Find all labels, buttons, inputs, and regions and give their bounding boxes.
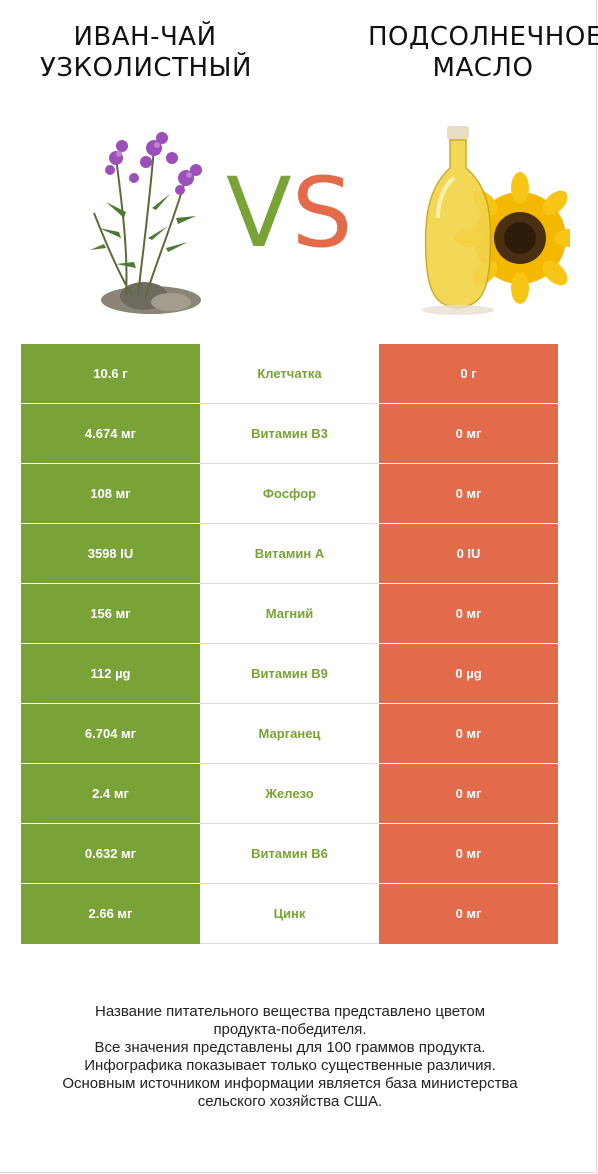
right-value: 0 мг bbox=[379, 403, 558, 464]
table-row: 2.66 мг Цинк 0 мг bbox=[21, 883, 558, 944]
right-value: 0 мг bbox=[379, 583, 558, 644]
left-value: 2.66 мг bbox=[21, 883, 200, 944]
nutrient-name: Клетчатка bbox=[200, 344, 379, 404]
right-value: 0 мг bbox=[379, 823, 558, 884]
vs-letter-s: S bbox=[291, 157, 353, 269]
right-value: 0 мг bbox=[379, 703, 558, 764]
table-row: 112 µg Витамин B9 0 µg bbox=[21, 643, 558, 704]
left-value: 0.632 мг bbox=[21, 823, 200, 884]
right-product-title: Подсолнечное масло bbox=[368, 22, 598, 84]
nutrient-name: Витамин A bbox=[200, 523, 379, 584]
right-title-line-2: масло bbox=[432, 53, 534, 83]
footnote: Название питательного вещества представл… bbox=[20, 1003, 560, 1111]
nutrient-name: Марганец bbox=[200, 703, 379, 764]
sunflower-oil-bottle-icon bbox=[422, 126, 570, 315]
nutrient-name: Железо bbox=[200, 763, 379, 824]
left-value: 3598 IU bbox=[21, 523, 200, 584]
left-value: 156 мг bbox=[21, 583, 200, 644]
right-title-line-1: Подсолнечное bbox=[368, 22, 598, 52]
left-title-line-1: Иван-чай bbox=[73, 22, 217, 52]
table-row: 0.632 мг Витамин B6 0 мг bbox=[21, 823, 558, 884]
nutrient-name: Фосфор bbox=[200, 463, 379, 524]
left-value: 10.6 г bbox=[21, 344, 200, 404]
left-value: 4.674 мг bbox=[21, 403, 200, 464]
right-value: 0 мг bbox=[379, 883, 558, 944]
right-value: 0 IU bbox=[379, 523, 558, 584]
nutrient-name: Магний bbox=[200, 583, 379, 644]
footnote-line: Название питательного вещества представл… bbox=[94, 1003, 486, 1020]
left-value: 6.704 мг bbox=[21, 703, 200, 764]
table-row: 108 мг Фосфор 0 мг bbox=[21, 463, 558, 524]
fireweed-plant-icon bbox=[90, 132, 202, 314]
left-title-line-2: узколистный bbox=[40, 53, 252, 83]
table-row: 4.674 мг Витамин B3 0 мг bbox=[21, 403, 558, 464]
table-row: 10.6 г Клетчатка 0 г bbox=[21, 344, 558, 404]
footnote-line: Основным источником информации является … bbox=[62, 1075, 518, 1092]
nutrient-name: Витамин B6 bbox=[200, 823, 379, 884]
nutrient-comparison-table: 10.6 г Клетчатка 0 г 4.674 мг Витамин B3… bbox=[21, 344, 558, 944]
left-value: 2.4 мг bbox=[21, 763, 200, 824]
right-value: 0 мг bbox=[379, 463, 558, 524]
left-product-title: Иван-чай узколистный bbox=[40, 22, 252, 84]
table-row: 6.704 мг Марганец 0 мг bbox=[21, 703, 558, 764]
nutrient-name: Цинк bbox=[200, 883, 379, 944]
versus-label: VS bbox=[226, 163, 353, 263]
footnote-line: продукта-победителя. bbox=[213, 1021, 367, 1038]
table-row: 156 мг Магний 0 мг bbox=[21, 583, 558, 644]
right-value: 0 мг bbox=[379, 763, 558, 824]
table-row: 3598 IU Витамин A 0 IU bbox=[21, 523, 558, 584]
right-value: 0 µg bbox=[379, 643, 558, 704]
right-value: 0 г bbox=[379, 344, 558, 404]
footnote-line: Все значения представлены для 100 граммо… bbox=[94, 1039, 486, 1056]
vs-letter-v: V bbox=[226, 157, 292, 269]
left-value: 112 µg bbox=[21, 643, 200, 704]
table-row: 2.4 мг Железо 0 мг bbox=[21, 763, 558, 824]
footnote-line: Инфографика показывает только существенн… bbox=[84, 1057, 496, 1074]
footnote-line: сельского хозяйства США. bbox=[197, 1093, 383, 1110]
nutrient-name: Витамин B9 bbox=[200, 643, 379, 704]
nutrient-name: Витамин B3 bbox=[200, 403, 379, 464]
left-value: 108 мг bbox=[21, 463, 200, 524]
